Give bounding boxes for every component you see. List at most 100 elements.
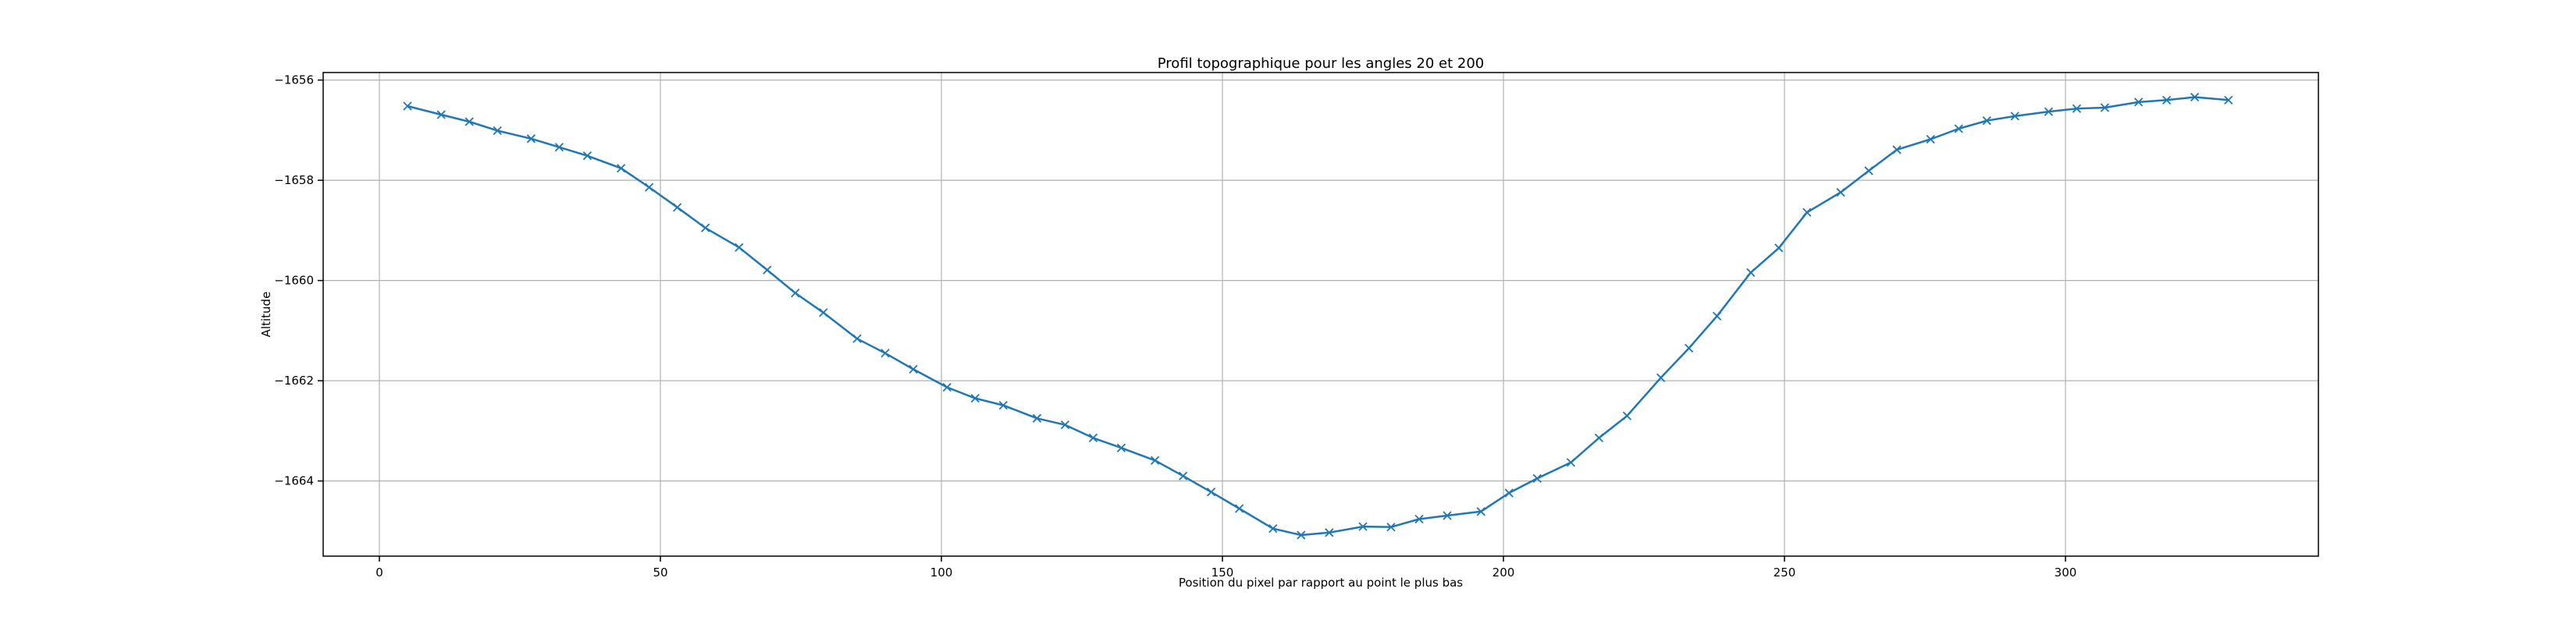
y-tick-label: −1664 (274, 474, 314, 488)
data-point (2190, 92, 2200, 102)
series-layer (403, 92, 2233, 540)
data-point-marker (1622, 411, 1632, 420)
data-point-marker (970, 393, 980, 403)
axis-ticks: 0 50 100 150 200 250 300 −1656 −1658 −1660 −1662 −1… (274, 73, 2076, 580)
data-point (1325, 528, 1334, 537)
data-point (1032, 413, 1042, 423)
data-point-marker (998, 400, 1008, 410)
data-point-marker (1032, 413, 1042, 423)
data-point (403, 101, 412, 111)
data-point-marker (763, 265, 772, 275)
data-point-marker (2010, 112, 2019, 121)
data-point-marker (819, 308, 828, 317)
data-point (1504, 488, 1514, 498)
data-point (2133, 98, 2144, 107)
data-point-marker (735, 243, 744, 252)
data-point (1864, 166, 1873, 176)
data-point (1116, 443, 1126, 452)
data-point (700, 223, 710, 232)
y-tick-label: −1662 (274, 374, 314, 388)
data-point (1150, 456, 1160, 465)
series-line (407, 96, 2229, 537)
data-point (1656, 373, 1666, 382)
data-point-marker (2072, 104, 2082, 113)
data-point-marker (1954, 124, 1963, 133)
data-point (1297, 530, 1306, 540)
data-point-marker (2190, 92, 2200, 102)
data-point (1684, 343, 1694, 353)
y-tick-label: −1656 (274, 73, 314, 87)
data-point-marker (1746, 268, 1756, 277)
data-point-marker (1926, 134, 1935, 144)
data-point-marker (909, 364, 918, 374)
data-point (1088, 433, 1098, 443)
data-point-marker (1206, 488, 1216, 497)
data-point-marker (1116, 443, 1126, 452)
data-point-marker (1060, 420, 1070, 430)
data-point (852, 334, 862, 343)
data-point-marker (1892, 145, 1902, 154)
data-point-marker (1532, 473, 1542, 484)
data-point (1414, 514, 1424, 524)
x-tick-label: 0 (375, 566, 383, 580)
data-point-marker (881, 349, 890, 358)
data-point-marker (1297, 530, 1306, 540)
data-point-marker (1712, 311, 1722, 321)
x-tick-label: 50 (653, 566, 667, 580)
plot-frame (322, 72, 2319, 557)
x-tick-label: 200 (1493, 566, 1515, 580)
data-point (1443, 511, 1452, 520)
data-point (1476, 507, 1485, 516)
data-point-marker (1774, 243, 1784, 253)
data-point (1746, 268, 1756, 277)
data-point-marker (791, 289, 800, 298)
data-point-marker (526, 134, 536, 144)
data-point (1836, 187, 1845, 197)
data-point-marker (554, 143, 564, 152)
data-point-marker (436, 110, 446, 119)
data-point (2072, 104, 2082, 113)
data-point-marker (1594, 433, 1604, 443)
data-point (616, 164, 626, 173)
data-point (1268, 524, 1278, 534)
data-point (1358, 522, 1368, 531)
data-point-marker (1836, 187, 1845, 197)
data-point (735, 243, 744, 252)
data-point (436, 110, 446, 119)
data-point (1622, 411, 1632, 420)
data-point-marker (1802, 207, 1812, 217)
data-point (493, 126, 502, 136)
data-point-marker (493, 126, 502, 136)
data-point (791, 289, 800, 298)
data-point (2010, 112, 2019, 121)
data-point-marker (1414, 514, 1424, 524)
data-point-marker (1268, 524, 1278, 534)
data-point-marker (2133, 98, 2144, 107)
data-point-marker (1088, 433, 1098, 443)
data-point (2044, 107, 2054, 116)
data-point (1532, 473, 1542, 484)
data-point-marker (1150, 456, 1160, 465)
data-point (763, 265, 772, 275)
data-point (582, 151, 592, 161)
data-point-marker (403, 101, 412, 111)
data-point (1926, 134, 1935, 144)
data-point-marker (1358, 522, 1368, 531)
y-tick-label: −1660 (274, 274, 314, 288)
data-point (1386, 523, 1396, 532)
data-point-marker (672, 203, 682, 212)
data-point (1954, 124, 1963, 133)
data-point (1594, 433, 1604, 443)
y-axis-label: Altitude (259, 292, 273, 338)
data-point (881, 349, 890, 358)
data-point-marker (1566, 458, 1576, 467)
grid (323, 73, 2318, 556)
data-point (1178, 471, 1188, 480)
data-point-marker (616, 164, 626, 173)
data-point (1802, 207, 1812, 217)
data-point (1234, 504, 1244, 513)
x-tick-label: 150 (1212, 566, 1234, 580)
data-point-marker (700, 223, 710, 232)
data-point (909, 364, 918, 374)
